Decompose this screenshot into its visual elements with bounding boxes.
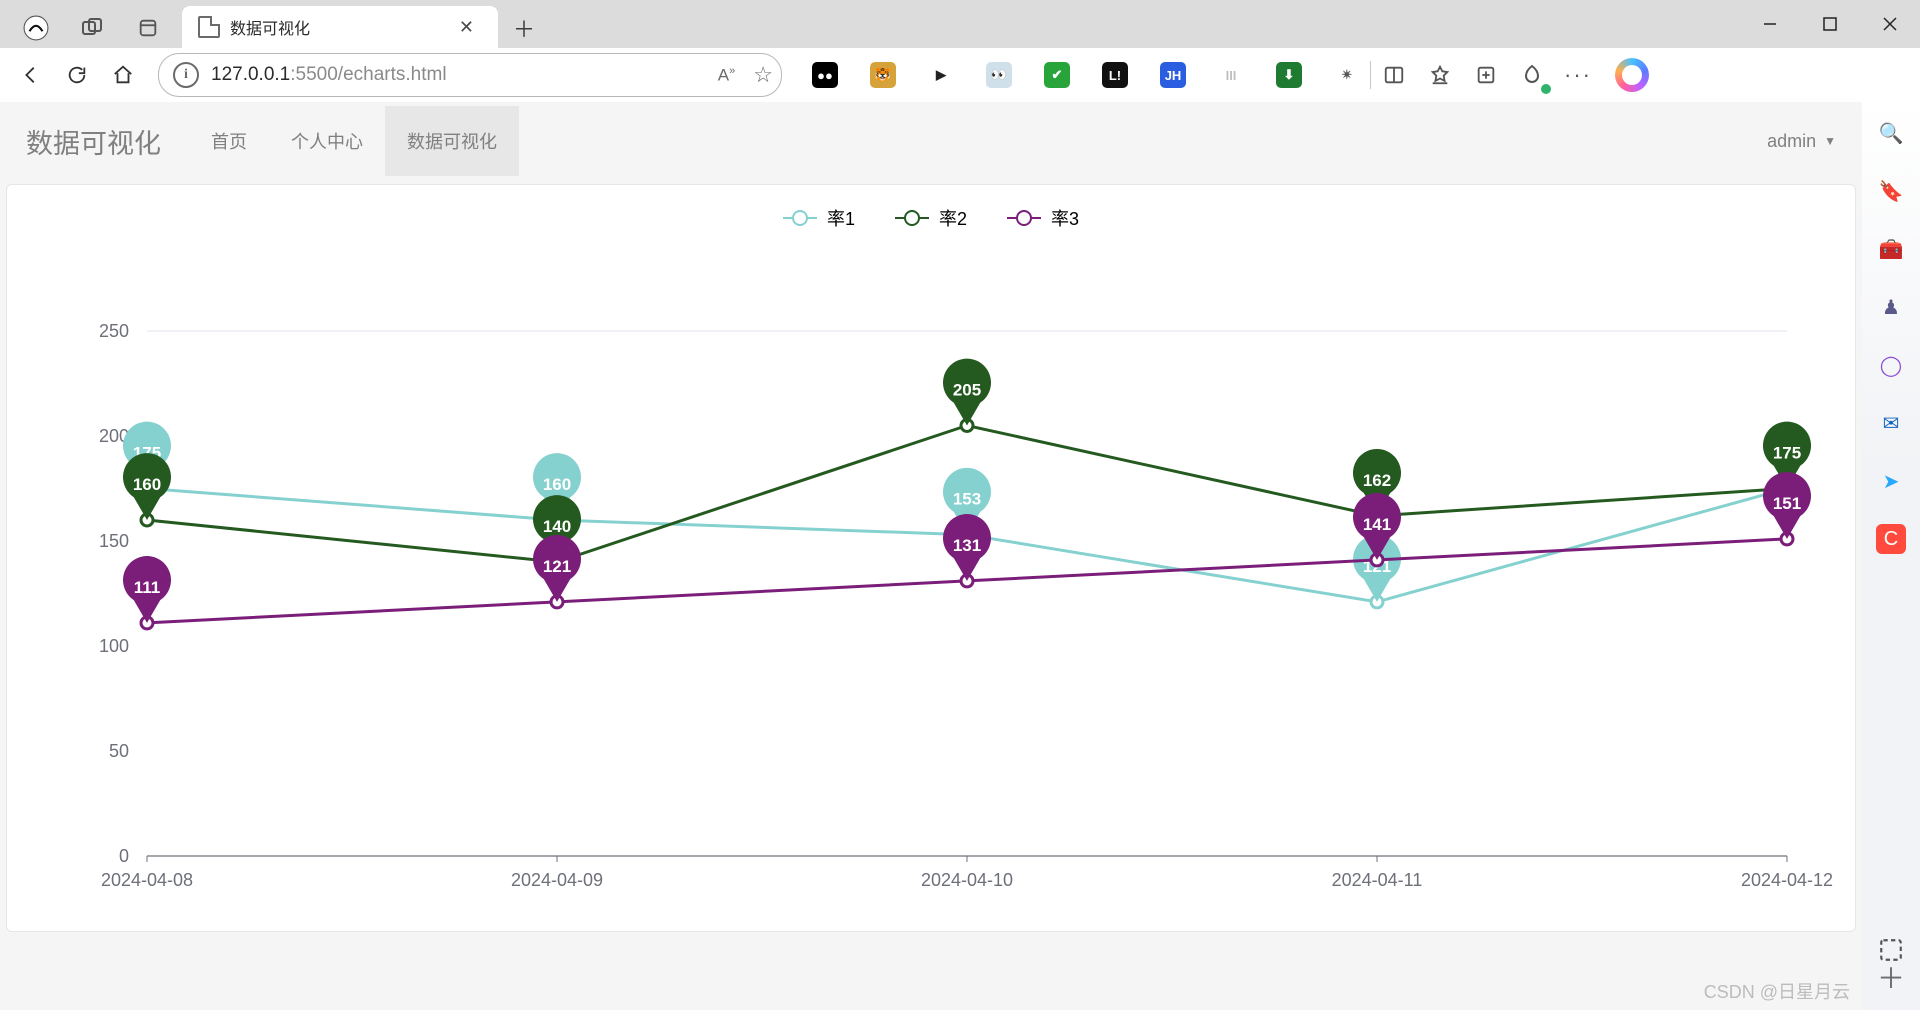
extension-icon[interactable]: ✴ bbox=[1334, 62, 1360, 88]
svg-text:150: 150 bbox=[99, 531, 129, 551]
sidebar-app-icon[interactable]: ♟ bbox=[1876, 292, 1906, 322]
extension-icon[interactable]: 👀 bbox=[986, 62, 1012, 88]
address-bar[interactable]: i 127.0.0.1:5500/echarts.html A» ☆ bbox=[158, 53, 782, 97]
edge-sidebar: 🔍 🔖 🧰 ♟ ◯ ✉ ➤ C ＋ bbox=[1861, 102, 1920, 1010]
svg-text:141: 141 bbox=[1363, 515, 1391, 534]
page-navbar: 数据可视化 首页个人中心数据可视化 admin ▼ bbox=[6, 106, 1856, 176]
workspaces-icon[interactable] bbox=[72, 8, 112, 48]
user-name: admin bbox=[1767, 131, 1816, 152]
svg-text:162: 162 bbox=[1363, 471, 1391, 490]
browser-toolbar: i 127.0.0.1:5500/echarts.html A» ☆ ●● 🐯 ▶ 👀… bbox=[0, 48, 1920, 103]
url-path: :5500/echarts.html bbox=[290, 64, 446, 85]
close-window-button[interactable] bbox=[1860, 0, 1920, 48]
extension-icon[interactable]: L! bbox=[1102, 62, 1128, 88]
svg-text:0: 0 bbox=[119, 846, 129, 866]
extension-icon[interactable]: ●● bbox=[812, 62, 838, 88]
extension-icon[interactable]: ▶ bbox=[928, 62, 954, 88]
sidebar-app-icon[interactable]: 🔍 bbox=[1876, 118, 1906, 148]
screenshot-icon[interactable] bbox=[1877, 936, 1905, 964]
favorites-icon[interactable] bbox=[1417, 52, 1463, 98]
svg-text:151: 151 bbox=[1773, 494, 1801, 513]
sidebar-add-button[interactable]: ＋ bbox=[1876, 962, 1906, 992]
extension-icon[interactable]: ⬇ bbox=[1276, 62, 1302, 88]
url-text: 127.0.0.1:5500/echarts.html bbox=[211, 64, 447, 86]
user-menu[interactable]: admin ▼ bbox=[1767, 131, 1836, 152]
extension-icon[interactable]: ✔ bbox=[1044, 62, 1070, 88]
extensions-strip: ●● 🐯 ▶ 👀 ✔ L! JH III ⬇ ✴ bbox=[812, 62, 1360, 88]
legend-swatch bbox=[1007, 217, 1041, 219]
brand-title: 数据可视化 bbox=[26, 122, 161, 161]
new-tab-button[interactable]: ＋ bbox=[504, 8, 544, 48]
tab-title: 数据可视化 bbox=[230, 15, 310, 39]
performance-icon[interactable] bbox=[1509, 52, 1555, 98]
browser-tab[interactable]: 数据可视化 ✕ bbox=[182, 6, 498, 48]
svg-text:121: 121 bbox=[543, 557, 571, 576]
legend-label: 率2 bbox=[939, 205, 967, 231]
extension-icon[interactable]: JH bbox=[1160, 62, 1186, 88]
sidebar-app-icon[interactable]: ✉ bbox=[1876, 408, 1906, 438]
collections-icon[interactable] bbox=[1463, 52, 1509, 98]
legend-swatch bbox=[783, 217, 817, 219]
nav-tabs: 首页个人中心数据可视化 bbox=[189, 106, 519, 176]
legend-swatch bbox=[895, 217, 929, 219]
svg-text:50: 50 bbox=[109, 741, 129, 761]
svg-text:153: 153 bbox=[953, 490, 981, 509]
profile-icon[interactable] bbox=[16, 8, 56, 48]
minimize-button[interactable] bbox=[1740, 0, 1800, 48]
sidebar-app-icon[interactable]: 🔖 bbox=[1876, 176, 1906, 206]
legend-item[interactable]: 率2 bbox=[895, 205, 967, 231]
svg-text:111: 111 bbox=[134, 578, 161, 597]
svg-text:2024-04-08: 2024-04-08 bbox=[101, 870, 193, 890]
svg-text:205: 205 bbox=[953, 381, 981, 400]
maximize-button[interactable] bbox=[1800, 0, 1860, 48]
favorite-star-icon[interactable]: ☆ bbox=[753, 62, 773, 88]
window-controls bbox=[1740, 0, 1920, 48]
legend-label: 率1 bbox=[827, 205, 855, 231]
site-info-icon[interactable]: i bbox=[173, 62, 199, 88]
svg-text:160: 160 bbox=[133, 475, 161, 494]
dropdown-caret-icon: ▼ bbox=[1824, 134, 1836, 148]
home-button[interactable] bbox=[100, 52, 146, 98]
line-chart[interactable]: 0501001502002502024-04-082024-04-092024-… bbox=[27, 241, 1837, 901]
svg-text:2024-04-12: 2024-04-12 bbox=[1741, 870, 1833, 890]
copilot-icon[interactable] bbox=[1615, 58, 1649, 92]
page-viewport: 数据可视化 首页个人中心数据可视化 admin ▼ 率1率2率3 0501001… bbox=[0, 102, 1862, 1010]
svg-text:250: 250 bbox=[99, 321, 129, 341]
extension-icon[interactable]: 🐯 bbox=[870, 62, 896, 88]
legend-item[interactable]: 率1 bbox=[783, 205, 855, 231]
refresh-button[interactable] bbox=[54, 52, 100, 98]
close-tab-button[interactable]: ✕ bbox=[455, 15, 478, 40]
file-icon bbox=[198, 16, 220, 38]
svg-text:140: 140 bbox=[543, 517, 571, 536]
tab-actions-icon[interactable] bbox=[128, 8, 168, 48]
sidebar-app-icon[interactable]: 🧰 bbox=[1876, 234, 1906, 264]
nav-tab[interactable]: 个人中心 bbox=[269, 106, 385, 176]
legend-label: 率3 bbox=[1051, 205, 1079, 231]
sidebar-app-icon[interactable]: C bbox=[1876, 524, 1906, 554]
sidebar-app-icon[interactable]: ➤ bbox=[1876, 466, 1906, 496]
svg-text:2024-04-11: 2024-04-11 bbox=[1332, 870, 1423, 890]
browser-title-bar: 数据可视化 ✕ ＋ bbox=[0, 0, 1920, 48]
nav-tab[interactable]: 首页 bbox=[189, 106, 269, 176]
svg-text:2024-04-09: 2024-04-09 bbox=[511, 870, 603, 890]
svg-text:160: 160 bbox=[543, 475, 571, 494]
sidebar-app-icon[interactable]: ◯ bbox=[1876, 350, 1906, 380]
svg-text:175: 175 bbox=[1773, 444, 1801, 463]
svg-text:131: 131 bbox=[953, 536, 981, 555]
chart-legend: 率1 率2 率3 bbox=[27, 205, 1835, 231]
url-host: 127.0.0.1 bbox=[211, 64, 290, 85]
watermark: CSDN @日星月云 bbox=[1704, 978, 1850, 1004]
more-menu-icon[interactable]: ··· bbox=[1555, 52, 1601, 98]
nav-tab[interactable]: 数据可视化 bbox=[385, 106, 519, 176]
svg-text:100: 100 bbox=[99, 636, 129, 656]
svg-text:2024-04-10: 2024-04-10 bbox=[921, 870, 1013, 890]
extension-icon[interactable]: III bbox=[1218, 62, 1244, 88]
reader-mode-icon[interactable]: A» bbox=[718, 65, 735, 86]
split-screen-icon[interactable] bbox=[1371, 52, 1417, 98]
back-button[interactable] bbox=[8, 52, 54, 98]
chart-card: 率1率2率3 0501001502002502024-04-082024-04-… bbox=[6, 184, 1856, 932]
tab-strip: 数据可视化 ✕ ＋ bbox=[0, 0, 544, 48]
legend-item[interactable]: 率3 bbox=[1007, 205, 1079, 231]
